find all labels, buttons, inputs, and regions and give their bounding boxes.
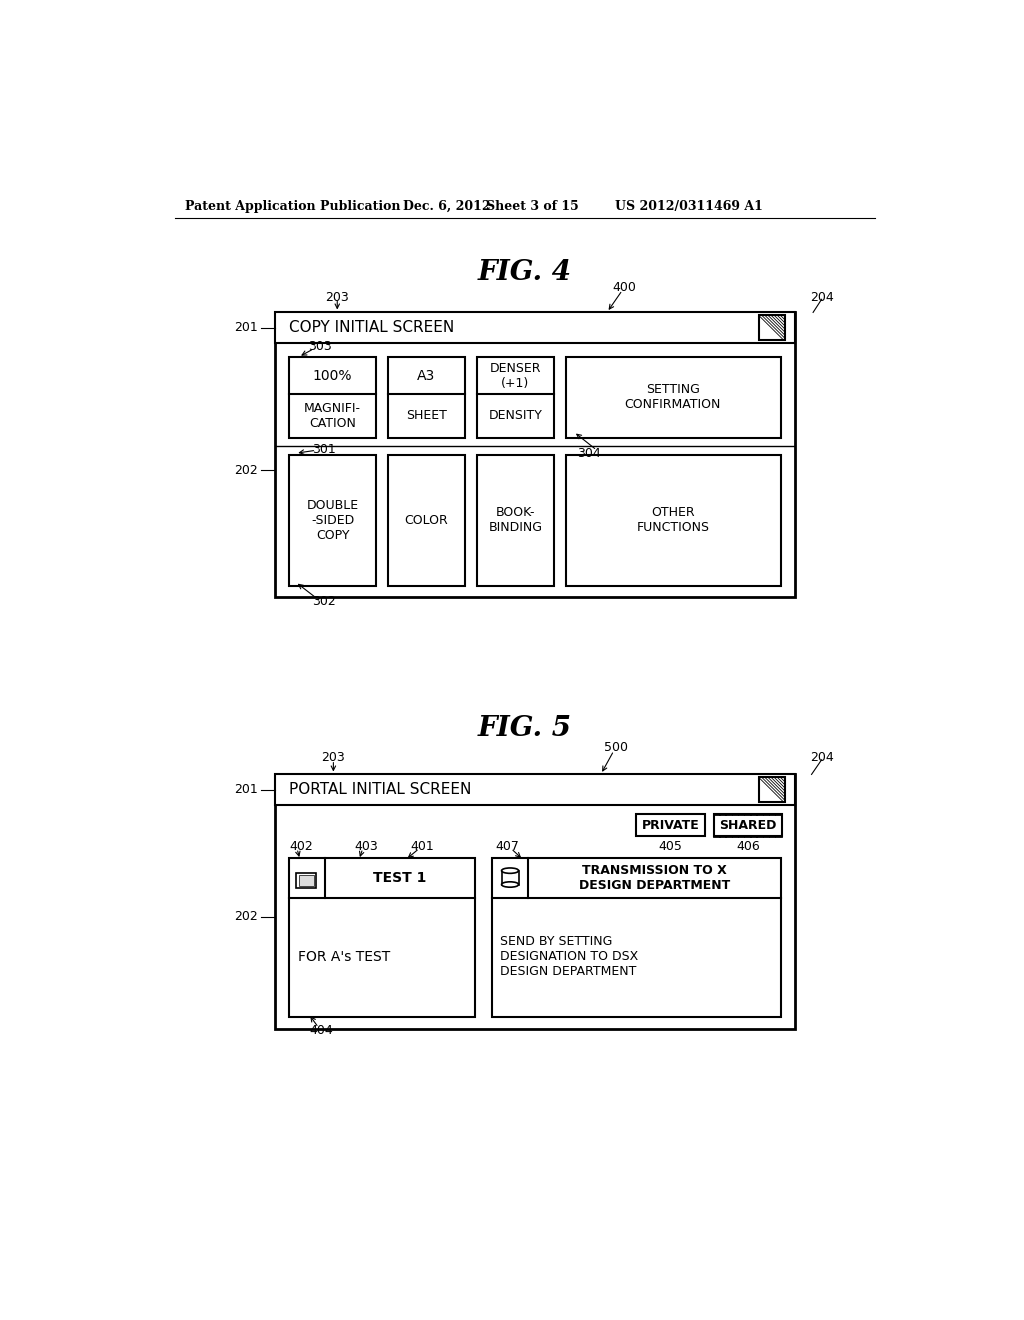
Text: BOOK-
BINDING: BOOK- BINDING: [488, 507, 543, 535]
Text: OTHER
FUNCTIONS: OTHER FUNCTIONS: [636, 507, 710, 535]
Bar: [289, 455, 376, 586]
Text: 100%: 100%: [313, 368, 352, 383]
Bar: [477, 455, 554, 586]
Text: FIG. 4: FIG. 4: [478, 259, 571, 286]
Bar: [296, 873, 316, 888]
Text: DOUBLE
-SIDED
COPY: DOUBLE -SIDED COPY: [306, 499, 358, 541]
Text: 400: 400: [612, 281, 636, 294]
Ellipse shape: [502, 869, 518, 874]
Text: Dec. 6, 2012: Dec. 6, 2012: [403, 199, 490, 213]
Bar: [759, 777, 785, 803]
Text: 202: 202: [234, 911, 258, 924]
Text: SHARED: SHARED: [719, 818, 776, 832]
Text: TRANSMISSION TO X
DESIGN DEPARTMENT: TRANSMISSION TO X DESIGN DEPARTMENT: [579, 863, 730, 891]
Bar: [566, 358, 780, 438]
Bar: [275, 313, 795, 598]
Text: SEND BY SETTING
DESIGNATION TO DSX
DESIGN DEPARTMENT: SEND BY SETTING DESIGNATION TO DSX DESIG…: [500, 936, 638, 978]
Text: 204: 204: [810, 751, 834, 764]
Text: US 2012/0311469 A1: US 2012/0311469 A1: [614, 199, 763, 213]
Text: 302: 302: [312, 594, 336, 607]
Bar: [299, 875, 314, 886]
Bar: [566, 455, 780, 586]
Text: PORTAL INITIAL SCREEN: PORTAL INITIAL SCREEN: [289, 783, 472, 797]
Text: FOR A's TEST: FOR A's TEST: [299, 950, 391, 964]
Text: DENSITY: DENSITY: [488, 409, 543, 422]
Text: SETTING
CONFIRMATION: SETTING CONFIRMATION: [625, 383, 721, 411]
Text: 204: 204: [810, 290, 834, 304]
Text: 407: 407: [496, 840, 520, 853]
Text: SHEET: SHEET: [406, 409, 446, 422]
Bar: [636, 814, 705, 836]
Text: Patent Application Publication: Patent Application Publication: [184, 199, 400, 213]
Text: 201: 201: [234, 321, 258, 334]
Text: 203: 203: [326, 290, 349, 304]
Text: FIG. 5: FIG. 5: [478, 714, 571, 742]
Bar: [275, 313, 795, 343]
Ellipse shape: [502, 882, 518, 887]
Text: 303: 303: [308, 339, 332, 352]
Text: DENSER
(+1): DENSER (+1): [489, 362, 542, 389]
Text: COLOR: COLOR: [404, 513, 449, 527]
Text: MAGNIFI-
CATION: MAGNIFI- CATION: [304, 401, 361, 429]
Bar: [275, 775, 795, 1028]
Bar: [388, 358, 465, 438]
Text: Sheet 3 of 15: Sheet 3 of 15: [486, 199, 579, 213]
Text: TEST 1: TEST 1: [374, 871, 427, 884]
Text: 203: 203: [322, 751, 345, 764]
Text: 406: 406: [736, 841, 760, 853]
Bar: [275, 775, 795, 805]
Bar: [289, 858, 475, 1016]
Bar: [477, 358, 554, 438]
Bar: [759, 315, 785, 341]
Text: 304: 304: [578, 446, 601, 459]
Text: PRIVATE: PRIVATE: [642, 818, 699, 832]
Bar: [493, 858, 780, 1016]
Text: 405: 405: [658, 841, 682, 853]
Bar: [714, 814, 782, 836]
Text: 403: 403: [355, 840, 379, 853]
Text: A3: A3: [417, 368, 435, 383]
Text: 401: 401: [411, 840, 434, 853]
Text: 500: 500: [604, 741, 629, 754]
Bar: [388, 455, 465, 586]
Bar: [289, 358, 376, 438]
Text: 301: 301: [312, 444, 336, 455]
Text: 402: 402: [289, 840, 312, 853]
Bar: [502, 871, 518, 884]
Text: 202: 202: [234, 463, 258, 477]
Text: 404: 404: [310, 1024, 334, 1038]
Text: 201: 201: [234, 783, 258, 796]
Text: COPY INITIAL SCREEN: COPY INITIAL SCREEN: [289, 321, 455, 335]
